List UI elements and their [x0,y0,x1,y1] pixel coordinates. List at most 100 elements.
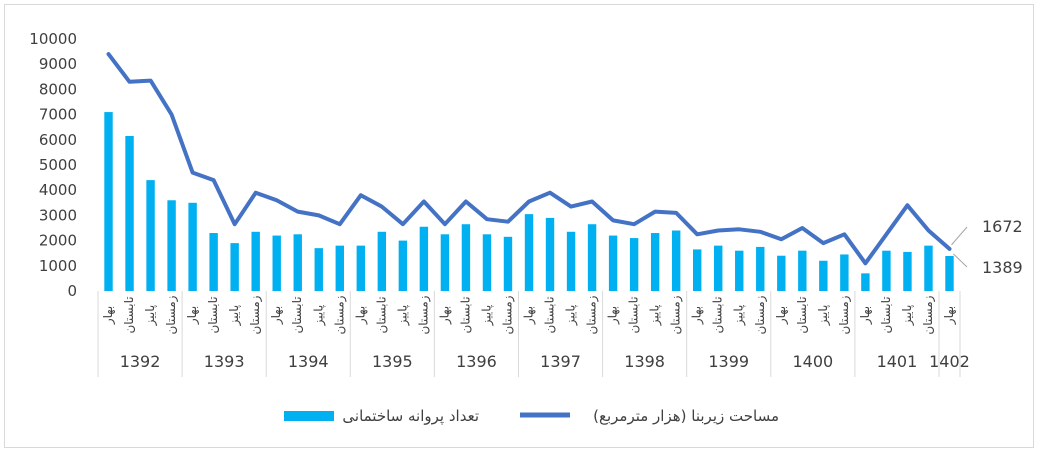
bar [377,231,387,291]
y-tick-label: 7000 [39,106,77,124]
quarter-label: زمستان [164,295,179,334]
quarter-label: زمستان [501,295,516,334]
bar [251,231,260,291]
legend-label-bars: تعداد پروانه ساختمانی [342,407,479,426]
y-tick-label: 0 [67,282,77,300]
bar [230,243,239,291]
quarter-label: بهار [522,306,537,325]
year-label: 1396 [456,352,497,371]
chart-frame: 0 1000 2000 3000 4000 5000 6000 7000 8000 9000 100… [4,4,1034,448]
quarter-label: تابستان [290,296,304,333]
bar [272,235,281,291]
year-label: 1393 [204,352,245,371]
bar [293,234,302,291]
bar [104,112,113,291]
bar [545,217,555,291]
quarter-label: پاییز [311,305,326,327]
quarter-label: بهار [942,306,957,325]
line-series [106,52,952,266]
year-label: 1392 [120,352,161,371]
year-label: 1397 [540,352,581,371]
bar [671,230,681,291]
annotation-label: 1672 [982,217,1023,236]
bar [650,233,660,291]
quarter-label: پاییز [732,305,747,327]
annotation-leader [953,253,968,268]
legend-label-line: مساحت زیربنا (هزار مترمربع) [593,407,779,425]
bar [167,200,176,291]
quarter-label: پاییز [143,305,158,327]
quarter-label: پاییز [900,305,915,327]
bar [903,251,912,291]
bar [587,224,597,291]
bar [566,231,576,291]
y-tick-label: 9000 [39,55,77,73]
quarter-label: زمستان [753,295,768,334]
year-label: 1401 [877,352,918,371]
y-tick-label: 3000 [39,206,77,224]
quarter-label: تابستان [374,296,388,333]
quarter-label: تابستان [122,296,136,333]
y-tick-label: 1000 [39,257,77,275]
bar [419,226,429,291]
quarter-label: بهار [101,306,116,325]
legend-swatch-bars [284,411,334,421]
quarter-label: زمستان [248,295,263,334]
bar [314,248,323,291]
chart: 0 1000 2000 3000 4000 5000 6000 7000 8000 9000 100… [29,30,1023,426]
quarter-label: تابستان [627,296,641,333]
bar [861,273,870,291]
y-tick-label: 10000 [29,30,77,48]
year-label: 1399 [708,352,749,371]
bar [335,245,344,291]
quarter-label: تابستان [879,296,893,333]
bar [735,250,744,291]
year-label: 1395 [372,352,413,371]
year-label: 1402 [929,352,970,371]
quarter-label: تابستان [711,296,725,333]
quarter-label: تابستان [543,296,557,333]
quarter-label: پاییز [816,305,831,327]
bar [125,136,134,291]
y-tick-label: 6000 [39,131,77,149]
y-tick-label: 8000 [39,80,77,98]
bar [692,249,702,291]
bar [524,214,534,291]
bar [798,250,807,291]
bar [756,246,765,291]
quarter-label: پاییز [480,305,495,327]
bar [503,236,513,291]
quarter-label: بهار [353,306,368,325]
bar [629,238,639,291]
annotation-leader [951,226,968,246]
quarter-label: تابستان [458,296,472,333]
quarter-label: بهار [437,306,452,325]
bar [146,180,155,291]
bar [608,235,618,291]
year-label: 1398 [624,352,665,371]
quarter-label: تابستان [206,296,220,333]
bar [440,234,450,291]
y-tick-label: 5000 [39,156,77,174]
bar [461,224,471,291]
annotation-label: 1389 [982,258,1023,277]
quarter-label: پاییز [227,305,242,327]
quarter-label: بهار [269,306,284,325]
bar [924,245,933,291]
quarter-label: زمستان [416,295,431,334]
bar [840,254,849,291]
bar [882,250,891,291]
bar [398,240,408,291]
quarter-label: زمستان [669,295,684,334]
year-label: 1394 [288,352,329,371]
bar [188,202,197,291]
quarter-label: بهار [185,306,200,325]
quarter-label: پاییز [648,305,663,327]
y-tick-label: 2000 [39,232,77,250]
bar [819,260,828,291]
quarter-label: زمستان [585,295,600,334]
quarter-label: بهار [606,306,621,325]
quarter-label: پاییز [395,305,410,327]
quarter-label: زمستان [332,295,347,334]
quarter-label: تابستان [795,296,809,333]
